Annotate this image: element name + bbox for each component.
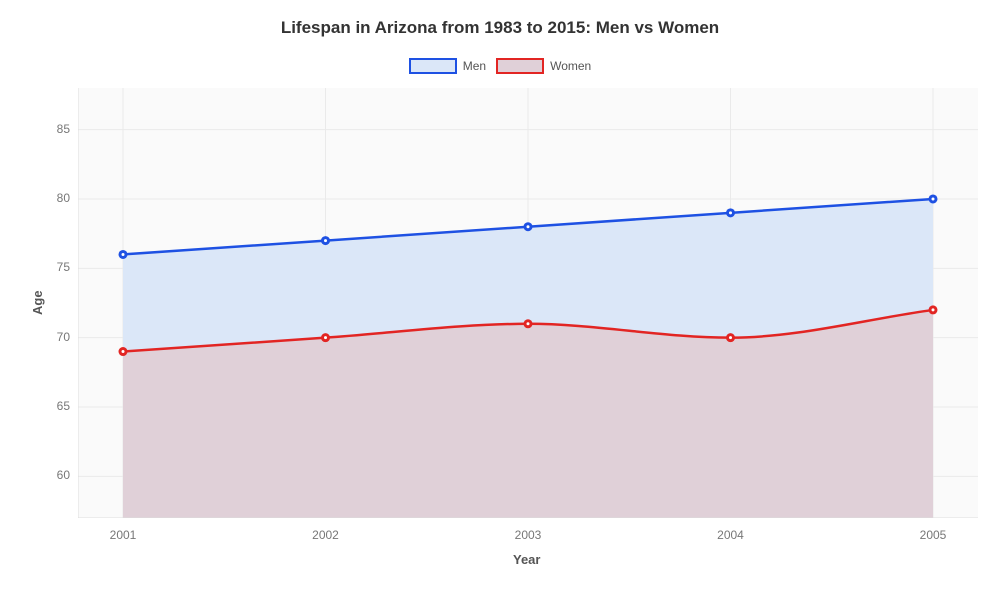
legend-item-men[interactable]: Men <box>409 58 486 74</box>
point-inner-men <box>932 197 935 200</box>
y-tick-label: 65 <box>57 399 70 413</box>
point-inner-men <box>527 225 530 228</box>
point-inner-women <box>729 336 732 339</box>
x-tick-label: 2003 <box>508 528 548 542</box>
x-axis-title: Year <box>513 552 540 567</box>
point-inner-women <box>324 336 327 339</box>
chart-svg <box>78 88 978 518</box>
legend-item-women[interactable]: Women <box>496 58 591 74</box>
x-tick-label: 2004 <box>711 528 751 542</box>
plot-area <box>78 88 978 518</box>
legend-swatch-women <box>496 58 544 74</box>
legend-label-women: Women <box>550 59 591 73</box>
y-axis-title: Age <box>30 290 45 315</box>
y-tick-label: 70 <box>57 330 70 344</box>
legend: Men Women <box>0 58 1000 74</box>
legend-label-men: Men <box>463 59 486 73</box>
y-tick-label: 60 <box>57 468 70 482</box>
y-tick-label: 75 <box>57 260 70 274</box>
y-tick-label: 80 <box>57 191 70 205</box>
chart-title: Lifespan in Arizona from 1983 to 2015: M… <box>0 18 1000 38</box>
point-inner-men <box>122 253 125 256</box>
point-inner-women <box>932 308 935 311</box>
point-inner-women <box>527 322 530 325</box>
x-tick-label: 2002 <box>306 528 346 542</box>
point-inner-men <box>324 239 327 242</box>
point-inner-women <box>122 350 125 353</box>
x-tick-label: 2001 <box>103 528 143 542</box>
point-inner-men <box>729 211 732 214</box>
legend-swatch-men <box>409 58 457 74</box>
x-tick-label: 2005 <box>913 528 953 542</box>
y-tick-label: 85 <box>57 122 70 136</box>
